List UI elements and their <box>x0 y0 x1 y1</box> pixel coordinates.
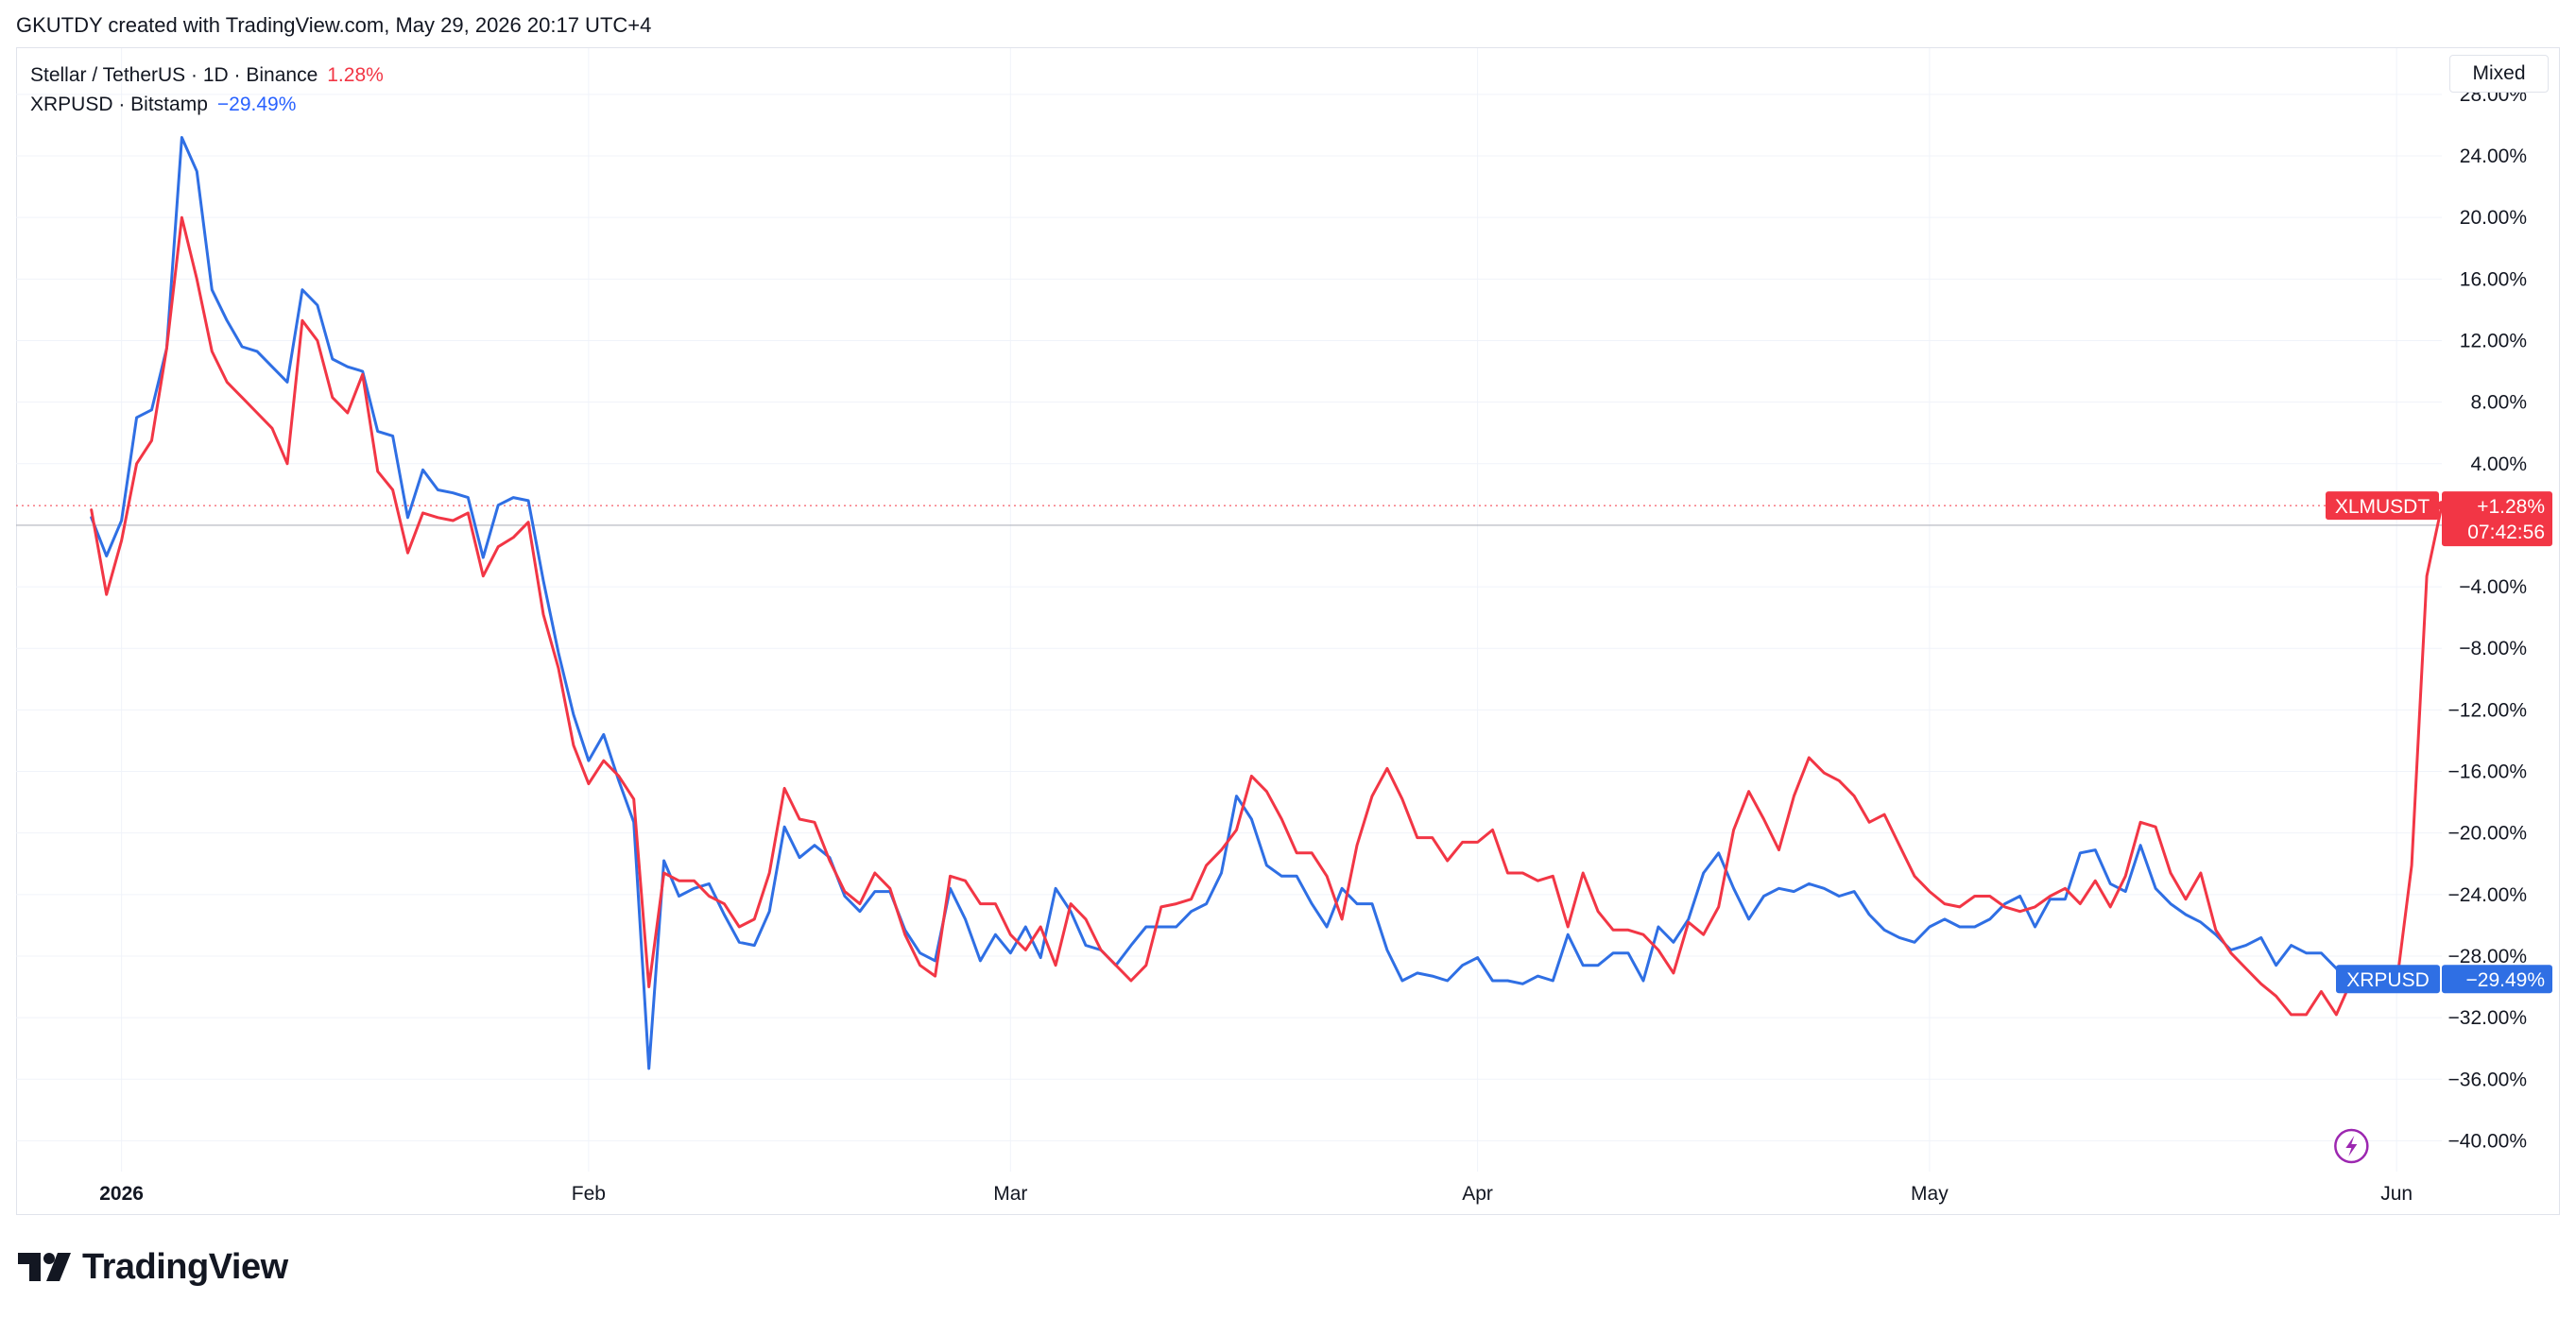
legend-item-xlm[interactable]: Stellar / TetherUS · 1D · Binance 1.28% <box>30 60 384 90</box>
y-tick-label: −28.00% <box>2448 946 2528 967</box>
legend-value-xlm: 1.28% <box>327 64 384 86</box>
x-tick-label: Jun <box>2380 1183 2413 1205</box>
xrp-series-line <box>90 136 2383 1070</box>
y-tick-label: −20.00% <box>2448 823 2528 845</box>
y-tick-label: −40.00% <box>2448 1130 2528 1152</box>
chart-attribution: GKUTDY created with TradingView.com, May… <box>16 13 652 37</box>
y-tick-label: −8.00% <box>2459 638 2527 659</box>
legend-item-xrp[interactable]: XRPUSD · Bitstamp −29.49% <box>30 90 384 119</box>
y-tick-label: −12.00% <box>2448 699 2528 721</box>
legend-label-xlm: Stellar / TetherUS · 1D · Binance <box>30 64 318 86</box>
tradingview-brand[interactable]: TradingView <box>18 1245 288 1289</box>
x-tick-label: May <box>1911 1183 1949 1205</box>
y-tick-label: −16.00% <box>2448 762 2528 783</box>
xlm-value-tag-bg <box>2442 491 2552 547</box>
x-tick-label: 2026 <box>99 1183 144 1205</box>
y-tick-label: −32.00% <box>2448 1007 2528 1029</box>
xlm-axis-value: +1.28% <box>2477 496 2545 518</box>
tradingview-logo-icon <box>18 1253 71 1281</box>
xlm-axis-name: XLMUSDT <box>2335 496 2430 518</box>
y-tick-label: 16.00% <box>2460 268 2527 290</box>
y-tick-label: 20.00% <box>2460 207 2527 229</box>
lightning-glyph <box>2345 1136 2358 1156</box>
xrp-name-tag-bg <box>2336 965 2440 994</box>
y-tick-label: 4.00% <box>2470 454 2527 475</box>
y-tick-label: −36.00% <box>2448 1069 2528 1090</box>
brand-name: TradingView <box>82 1246 288 1287</box>
xlm-axis-countdown: 07:42:56 <box>2467 522 2545 543</box>
xrp-value-tag-bg <box>2442 965 2552 994</box>
y-tick-label: 24.00% <box>2460 145 2527 167</box>
legend-value-xrp: −29.49% <box>216 94 297 115</box>
x-tick-label: Mar <box>993 1183 1027 1205</box>
xrp-axis-value: −29.49% <box>2466 969 2546 991</box>
xlm-name-tag-bg <box>2326 491 2439 521</box>
x-tick-label: Apr <box>1462 1183 1493 1205</box>
legend-label-xrp: XRPUSD · Bitstamp <box>30 94 208 115</box>
y-tick-label: 8.00% <box>2470 392 2527 414</box>
chart-pane[interactable] <box>16 47 2560 1215</box>
xrp-axis-name: XRPUSD <box>2346 969 2430 991</box>
y-tick-label: 12.00% <box>2460 330 2527 351</box>
scale-mode-button[interactable]: Mixed <box>2449 55 2549 93</box>
y-tick-label: −4.00% <box>2459 576 2527 598</box>
y-tick-label: −24.00% <box>2448 884 2528 906</box>
xlm-series-line <box>90 215 2444 1017</box>
x-tick-label: Feb <box>572 1183 606 1205</box>
chart-legend: Stellar / TetherUS · 1D · Binance 1.28% X… <box>30 60 384 119</box>
